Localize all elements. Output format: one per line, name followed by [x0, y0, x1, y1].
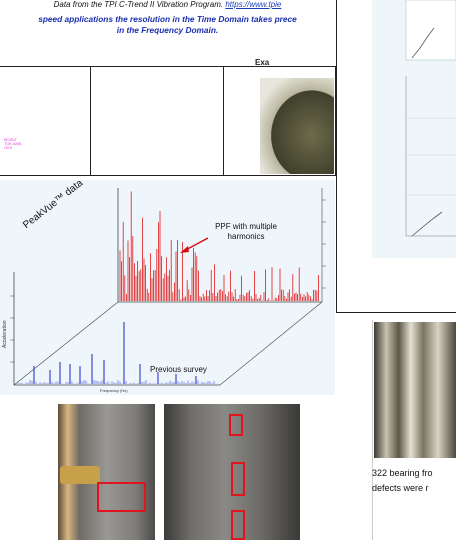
x-axis-label: Frequency (Hz): [100, 388, 128, 393]
highlight-box-right-3: [231, 510, 245, 540]
depth-line-left: [13, 301, 119, 386]
table-cell-3: [223, 66, 336, 176]
trend-chart: [405, 0, 456, 237]
highlight-box-right-1: [229, 414, 243, 436]
table-cell-1: [0, 66, 91, 176]
top-plot-line: [411, 27, 435, 59]
front-ticks: [10, 295, 14, 363]
right-ticks: [322, 199, 326, 289]
table-cell-2: [90, 66, 224, 176]
pink-note: ВОЛЬТ ТОК АМБ ОХЛ: [4, 137, 22, 150]
peakvue-waterfall-plot: Acceleration Frequency (Hz): [2, 188, 326, 393]
note-caption: speed applications the resolution in the…: [0, 14, 335, 36]
peakvue-panel: [0, 180, 335, 395]
note-line-2: in the Frequency Domain.: [116, 25, 219, 35]
ppf-line-1: PPF with multiple: [215, 222, 277, 231]
ppf-line-2: harmonics: [227, 232, 265, 241]
shaft-detail: [60, 466, 100, 484]
arrow-head: [180, 246, 189, 253]
ppf-annotation: PPF with multiple harmonics: [196, 222, 296, 242]
bearing-caption: 322 bearing fro defects were r: [372, 466, 456, 496]
bearing-caption-line-1: 322 bearing fro: [372, 468, 433, 478]
top-plot-frame: [405, 0, 456, 61]
previous-survey-label: Previous survey: [150, 365, 207, 374]
note-line-1: speed applications the resolution in the…: [38, 14, 297, 24]
previous-spectrum: [17, 322, 217, 384]
y-axis-label: Acceleration: [2, 320, 8, 348]
highlight-box-right-2: [231, 462, 245, 496]
bearing-caption-line-2: defects were r: [372, 483, 429, 493]
trend-line: [411, 211, 443, 237]
bearing-photo: [260, 78, 334, 174]
current-spectrum: [119, 191, 319, 301]
highlight-box-left: [97, 482, 146, 512]
source-link[interactable]: https://www.tpie: [225, 0, 282, 9]
data-source-caption: Data from the TPI C-Trend II Vibration P…: [0, 0, 335, 9]
source-text: Data from the TPI C-Trend II Vibration P…: [53, 0, 226, 9]
example-title: Exa: [255, 58, 270, 67]
bearing-image: [374, 322, 456, 458]
depth-line-right: [219, 301, 323, 386]
